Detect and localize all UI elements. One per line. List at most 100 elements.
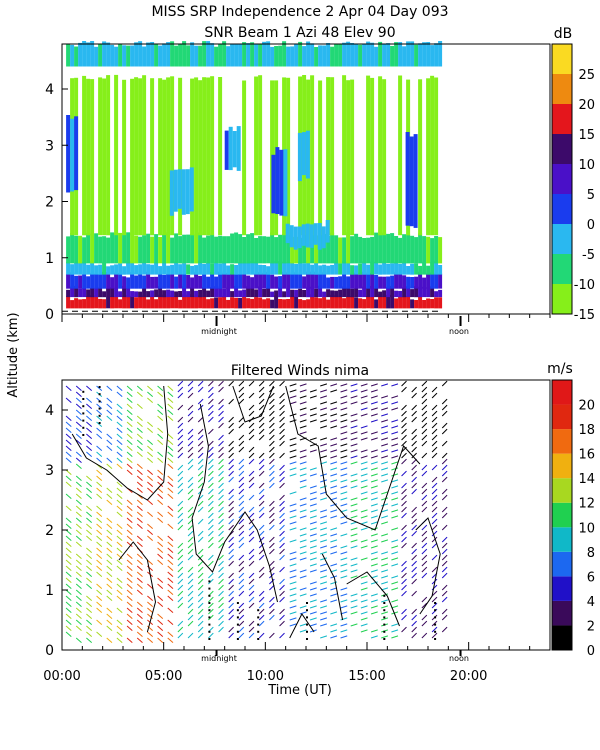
snr-cell [382, 296, 387, 309]
wind-barb [340, 401, 348, 405]
wind-barb [360, 587, 368, 591]
wind-barb [441, 506, 448, 513]
wind-barb [391, 581, 399, 585]
snr-cell [290, 236, 295, 264]
snr-cell [338, 276, 343, 289]
wind-barb [401, 482, 407, 489]
snr-cell [122, 45, 127, 67]
snr-cell [318, 80, 323, 236]
wind-barb [340, 629, 348, 633]
wind-contour-line [285, 385, 421, 531]
wind-barb [330, 407, 338, 411]
snr-cell [158, 237, 163, 264]
wind-barb [258, 512, 265, 519]
snr-cell [122, 285, 127, 298]
snr-cell [174, 233, 179, 264]
snr-cell [274, 276, 279, 289]
snr-cell [130, 291, 135, 298]
wind-barb [279, 428, 285, 435]
wind-barb [299, 395, 307, 399]
wind-barb [421, 482, 428, 489]
snr-cell [346, 287, 351, 298]
wind-barb [269, 470, 275, 477]
wind-barb [75, 457, 82, 463]
wind-barb [197, 440, 204, 447]
wind-barb [86, 595, 93, 601]
wind-barb [411, 578, 417, 585]
snr-cell [282, 291, 287, 298]
snr-feature-cell [279, 149, 284, 216]
wind-barb [208, 494, 214, 501]
winds-title: Filtered Winds nima [231, 363, 369, 379]
wind-barb [228, 500, 234, 507]
wind-barb [370, 593, 378, 597]
snr-cell [210, 298, 215, 309]
wind-barb [401, 542, 407, 549]
wind-barb [208, 446, 214, 453]
wind-barb [360, 539, 368, 543]
snr-cell [118, 232, 123, 264]
snr-feature-cell [409, 136, 414, 227]
wind-barb [421, 614, 428, 621]
wind-barb [258, 398, 265, 405]
snr-cell [410, 299, 415, 309]
wind-barb [248, 524, 255, 531]
wind-barb [299, 527, 307, 531]
wind-barb [157, 481, 164, 487]
wind-barb [157, 619, 164, 625]
snr-feature-cell [297, 226, 302, 249]
missing-data-dot [82, 398, 85, 400]
snr-cell [382, 276, 387, 289]
snr-cell [366, 237, 371, 264]
wind-barb [238, 506, 245, 513]
snr-cell [202, 286, 207, 298]
snr-cell [422, 236, 427, 264]
snr-cell [330, 264, 335, 275]
wind-barb [228, 602, 234, 609]
snr-cell [130, 45, 135, 67]
snr-cell [126, 295, 131, 309]
wind-barb [136, 577, 143, 583]
wind-barb [279, 578, 285, 585]
wind-barb [147, 583, 154, 589]
wind-barb [350, 509, 358, 513]
snr-cell [162, 79, 167, 236]
wind-barb [96, 565, 103, 571]
snr-cell [410, 263, 415, 275]
snr-cell [338, 296, 343, 309]
wind-barb [431, 518, 438, 525]
wind-barb [96, 547, 103, 553]
wind-barb [299, 611, 307, 615]
wind-barb [167, 457, 174, 463]
missing-data-dot [236, 609, 239, 612]
wind-barb [381, 557, 389, 561]
snr-cell [198, 232, 203, 264]
snr-cell [370, 236, 375, 264]
snr-cell [118, 263, 123, 275]
wind-barb [330, 419, 338, 423]
snr-cell [294, 289, 299, 298]
wind-barb [370, 539, 378, 543]
wind-barb [370, 467, 378, 471]
snr-feature-cell [313, 223, 318, 245]
wind-barb [360, 491, 368, 495]
wind-barb [136, 601, 143, 607]
wind-barb [269, 410, 275, 417]
snr-cell [338, 263, 343, 275]
wind-barb [269, 404, 275, 411]
wind-barb [136, 559, 143, 565]
wind-barb [106, 433, 113, 439]
wind-barb [340, 461, 348, 465]
wind-barb [350, 431, 358, 435]
wind-barb [177, 452, 184, 459]
wind-barb [248, 560, 255, 567]
snr-cell [326, 265, 331, 275]
snr-y-tick-label: 1 [45, 251, 54, 267]
wind-barb [411, 548, 417, 555]
wind-barb [289, 599, 297, 603]
wind-barb [299, 515, 307, 519]
wind-barb [147, 637, 154, 643]
wind-barb [126, 559, 133, 565]
wind-barb [320, 557, 328, 561]
wind-barb [167, 385, 174, 391]
